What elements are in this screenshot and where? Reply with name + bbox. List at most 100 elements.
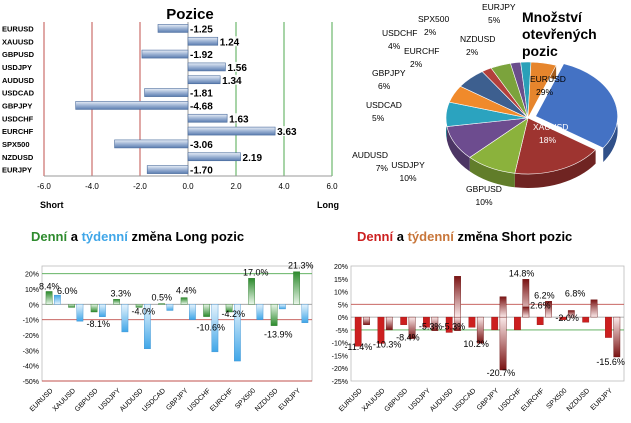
category-label: SPX500 [2,140,30,149]
pie-percent-usdcad: 5% [372,113,385,123]
pie-percent-audusd: 7% [376,163,389,173]
y-tick-label: -5% [336,328,348,335]
data-label-bg [241,151,266,162]
y-tick-label: -20% [23,333,39,340]
pie-percent-xauusd: 18% [539,135,556,145]
data-label-bg [189,23,215,34]
data-label: 14.8% [509,268,535,278]
slice-side-xauusd [514,149,596,188]
data-label: 2.19 [243,153,263,164]
bar-usdchf-weekly [211,304,219,353]
pie-title-line-2: otevřených [522,26,597,42]
bar-usdchf-daily [514,316,521,331]
category-label: EURJPY [2,166,32,175]
bar-xauusd-weekly [385,316,393,331]
category-label: USDCAD [452,387,478,413]
category-label: EURCHF [209,387,235,413]
data-label: 6.0% [57,286,78,296]
bar-gbpjpy-weekly [499,316,507,371]
short-label: Short [40,200,64,210]
data-label: -10.6% [196,323,225,333]
bar-audusd-daily [445,316,453,333]
pie-label-eurjpy: EURJPY [482,2,516,12]
data-label: 17.0% [243,267,269,277]
data-label: -1.81 [190,89,213,100]
pie-label-usdchf: USDCHF [382,28,417,38]
y-tick-label: 0% [29,302,39,309]
data-label-bg [189,100,215,111]
data-label-bg [226,61,251,72]
data-label-bg [189,138,215,149]
data-label: -4.0% [131,306,155,316]
pie-percent-eurusd: 29% [536,87,553,97]
data-label-bg [276,126,301,137]
pie-percent-eurchf: 2% [410,59,423,69]
x-tick-label: 4.0 [278,182,290,191]
bar-gbpjpy-daily [491,316,499,331]
category-label: EURJPY [590,387,615,412]
bar-usdcad [144,88,189,97]
data-label: -15.6% [596,357,625,367]
data-label: 1.56 [227,63,247,74]
bar-eurchf [187,126,276,136]
category-label: AUDUSD [2,76,35,85]
bar-eurchf-weekly [234,304,241,362]
bar-eurjpy-weekly [301,304,309,323]
open-positions-pie: Množství otevřených pozic EURUSD 29% XAUUS… [352,2,618,207]
data-label: -2.0% [555,313,579,323]
data-label-bg [189,49,215,60]
bar-usdcad-weekly [476,316,484,344]
bar-nzdusd-daily [270,304,278,326]
slice-side-gbpusd [469,157,515,188]
pie-label-eurchf: EURCHF [404,46,439,56]
category-label: EURCHF [520,387,546,413]
data-label: -8.1% [86,319,110,329]
y-tick-label: -40% [23,364,39,371]
plot-frame [350,265,625,382]
data-label: 2.6% [530,300,551,310]
bar-usdjpy-weekly [121,304,129,333]
data-label-bg [218,36,243,47]
bar-usdcad-daily [468,316,476,328]
data-label: 6.2% [534,290,555,300]
data-label: -13.9% [264,330,293,340]
bar-gbpjpy-daily [180,297,188,305]
pie-title-line-1: Množství [522,9,583,25]
bar-gbpusd-daily [400,316,408,325]
bar-usdjpy [187,62,226,72]
category-label: GBPJPY [2,101,32,110]
y-tick-label: 15% [334,277,348,284]
category-label: EURJPY [278,387,303,412]
data-label: -4.2% [221,309,245,319]
category-label: EURCHF [2,127,34,136]
bar-nzdusd-weekly [279,304,286,310]
bar-xauusd-daily [68,304,75,308]
pie-percent-eurjpy: 5% [488,15,501,25]
bar-gbpjpy [75,101,189,110]
bar-spx500-weekly [256,304,264,320]
pie-label-xauusd: XAUUSD [533,122,568,132]
data-label: 1.63 [229,114,249,125]
category-label: SPX500 [545,387,568,410]
bar-usdjpy-daily [113,299,120,305]
bar-eurusd [157,24,189,33]
data-label: 10.2% [463,339,489,349]
bar-gbpusd-daily [90,304,98,313]
data-label: -1.92 [190,50,213,61]
x-tick-label: -6.0 [37,182,51,191]
pie-label-gbpusd: GBPUSD [466,184,502,194]
y-tick-label: -50% [23,379,39,386]
data-label: 1.24 [220,37,240,48]
bar-eurjpy-daily [605,316,612,338]
bar-gbpjpy-weekly-extra [499,296,507,318]
data-label: 4.4% [176,286,197,296]
slice-eurusd [535,63,618,149]
y-tick-label: 20% [25,272,39,279]
bar-audusd-weekly [144,304,151,350]
positions-chart: Pozice -1.25 1.24 -1.92 1.56 1.34 -1.81-4.68 1… [2,6,339,210]
bar-eurchf-daily [536,316,544,325]
pie-label-gbpjpy: GBPJPY [372,68,406,78]
slice-eurjpy [527,61,557,119]
bar-gbpjpy-weekly [189,304,196,320]
slice-side-usdjpy [446,126,470,172]
